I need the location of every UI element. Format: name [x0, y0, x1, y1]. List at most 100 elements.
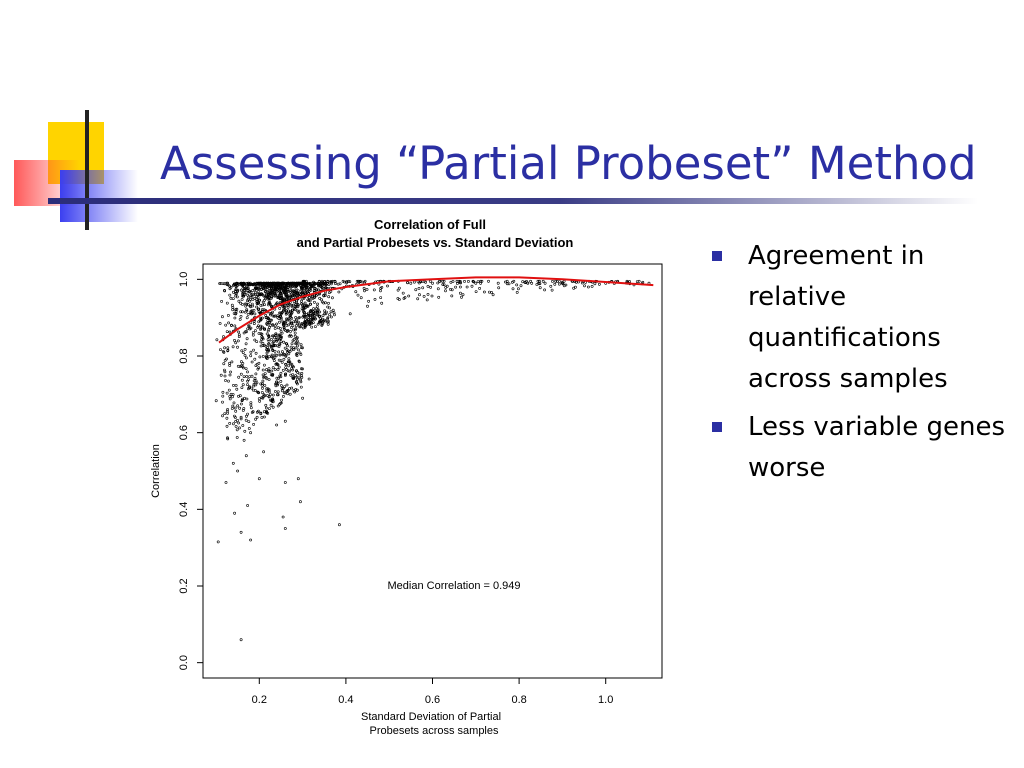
scatter-point: [241, 361, 245, 365]
scatter-point: [282, 340, 286, 344]
scatter-point: [471, 280, 475, 283]
scatter-point: [225, 409, 229, 413]
scatter-point: [241, 290, 245, 294]
x-tick-label: 0.2: [252, 694, 267, 706]
scatter-point: [284, 297, 288, 301]
scatter-point: [519, 284, 523, 288]
scatter-point: [478, 287, 482, 290]
scatter-point: [273, 294, 277, 298]
scatter-point: [324, 301, 327, 305]
scatter-point: [294, 316, 298, 319]
scatter-point: [237, 375, 241, 379]
scatter-point: [329, 310, 333, 314]
scatter-point: [227, 388, 231, 392]
scatter-point: [307, 313, 311, 317]
scatter-point: [248, 299, 252, 303]
scatter-point: [294, 289, 298, 293]
scatter-point: [307, 377, 311, 381]
scatter-point: [320, 285, 324, 289]
scatter-point: [273, 324, 277, 328]
scatter-point: [271, 366, 275, 370]
scatter-point: [270, 398, 274, 402]
scatter-point: [282, 326, 286, 330]
scatter-point: [221, 390, 225, 394]
scatter-point: [302, 279, 306, 283]
scatter-point: [243, 293, 247, 296]
scatter-point: [260, 281, 263, 285]
scatter-point: [257, 391, 261, 395]
scatter-point: [290, 367, 293, 371]
fit-line: [218, 276, 654, 344]
scatter-point: [279, 314, 283, 318]
scatter-point: [221, 394, 225, 398]
scatter-point: [367, 299, 371, 303]
scatter-point: [221, 400, 224, 404]
scatter-point: [284, 366, 288, 370]
scatter-point: [249, 354, 253, 358]
scatter-point: [260, 391, 264, 394]
scatter-point: [261, 368, 265, 372]
scatter-point: [245, 302, 249, 306]
scatter-point: [265, 409, 268, 413]
scatter-point: [560, 281, 564, 284]
scatter-point: [254, 364, 258, 368]
scatter-point: [218, 282, 222, 285]
scatter-point: [333, 313, 336, 317]
scatter-point: [299, 385, 303, 389]
scatter-point: [318, 310, 322, 314]
scatter-point: [289, 330, 292, 333]
scatter-point: [296, 322, 300, 326]
scatter-point: [226, 408, 230, 411]
scatter-point: [237, 335, 241, 339]
scatter-point: [242, 281, 246, 285]
scatter-point: [422, 295, 426, 298]
scatter-point: [496, 281, 500, 285]
scatter-point: [345, 280, 349, 284]
scatter-point: [232, 312, 236, 315]
scatter-point: [277, 317, 281, 321]
scatter-point: [245, 316, 249, 320]
scatter-point: [329, 280, 333, 284]
scatter-point: [372, 288, 376, 292]
scatter-point: [348, 312, 352, 316]
scatter-point: [262, 299, 266, 302]
scatter-point: [308, 299, 312, 303]
scatter-point: [268, 284, 271, 288]
scatter-point: [474, 281, 478, 285]
scatter-point: [240, 283, 244, 287]
scatter-point: [337, 290, 341, 294]
deco-blue-square: [60, 170, 138, 222]
scatter-point: [267, 367, 271, 371]
scatter-point: [537, 279, 541, 283]
scatter-point: [242, 438, 246, 442]
scatter-point: [327, 295, 331, 299]
scatter-point: [280, 294, 284, 298]
scatter-point: [307, 320, 310, 323]
scatter-point: [274, 334, 278, 337]
scatter-point: [283, 385, 287, 389]
scatter-point: [294, 318, 298, 322]
scatter-point: [320, 279, 324, 283]
scatter-point: [308, 318, 312, 322]
x-axis-label-line-2: Probesets across samples: [370, 725, 499, 737]
x-tick-label: 0.8: [511, 694, 526, 706]
scatter-point: [231, 345, 235, 349]
scatter-point: [263, 290, 267, 294]
scatter-point: [241, 287, 245, 291]
scatter-point: [235, 428, 239, 432]
scatter-point: [245, 285, 249, 288]
scatter-point: [235, 288, 238, 292]
scatter-point: [269, 281, 273, 285]
scatter-point: [239, 310, 243, 314]
y-axis: 0.0 0.2 0.4 0.6 0.8 1.0: [178, 272, 203, 670]
scatter-point: [379, 296, 383, 300]
scatter-point: [321, 319, 325, 323]
scatter-point: [264, 403, 268, 407]
scatter-point: [295, 337, 299, 341]
scatter-point: [294, 290, 298, 294]
scatter-point: [254, 417, 258, 421]
scatter-point: [246, 412, 250, 416]
scatter-point: [551, 280, 554, 283]
scatter-point: [234, 294, 238, 298]
scatter-point: [265, 406, 268, 410]
